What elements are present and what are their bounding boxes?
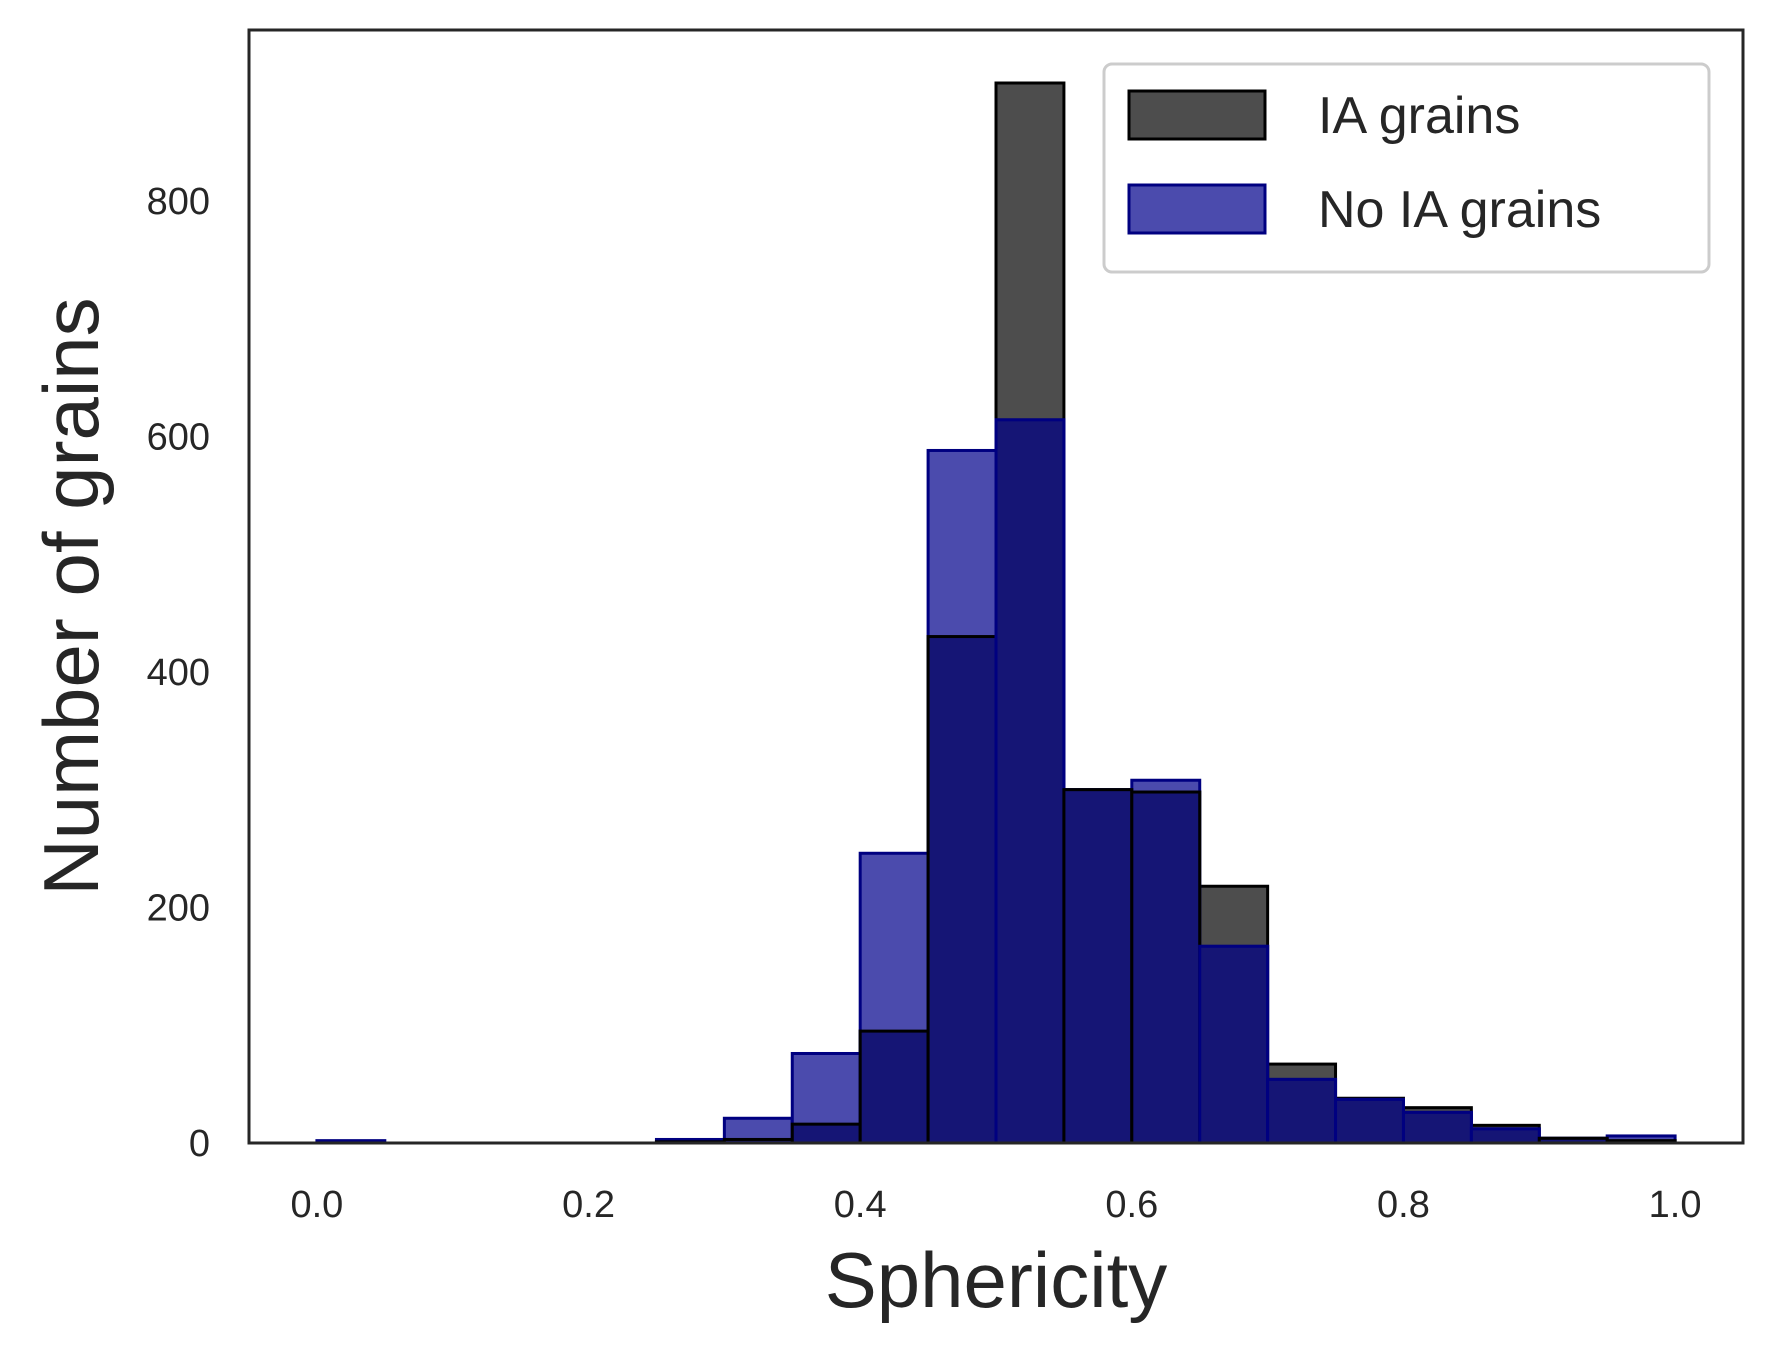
bar-overlap [858, 1029, 930, 1145]
y-axis-ticks: 0 200 400 600 800 [147, 181, 210, 1165]
bar-overlap [1469, 1127, 1541, 1145]
x-tick-label: 0.6 [1105, 1184, 1158, 1226]
bar-overlap [1401, 1110, 1473, 1145]
y-tick-label: 600 [147, 416, 210, 458]
bar-overlap [994, 418, 1066, 1145]
y-tick-label: 800 [147, 181, 210, 223]
bar-overlap [1062, 788, 1134, 1145]
legend: IA grains No IA grains [1102, 62, 1711, 274]
y-axis-label: Number of grains [27, 297, 115, 895]
bar-overlap [1130, 790, 1202, 1145]
x-tick-label: 0.2 [562, 1184, 615, 1226]
legend-label-no-ia-grains: No IA grains [1318, 181, 1601, 239]
bar-overlap [1266, 1077, 1338, 1145]
bar-overlap [1334, 1097, 1405, 1145]
x-tick-label: 0.0 [290, 1184, 343, 1226]
y-tick-label: 0 [189, 1123, 210, 1165]
plot-area-frame [247, 28, 1745, 1145]
x-tick-label: 0.8 [1377, 1184, 1430, 1226]
y-tick-label: 200 [147, 887, 210, 929]
x-axis-ticks: 0.0 0.2 0.4 0.6 0.8 1.0 [290, 1184, 1701, 1226]
bar-overlap [926, 635, 998, 1145]
legend-swatch-no-ia-grains [1127, 183, 1267, 235]
series-bars-overlap [654, 418, 1677, 1145]
legend-label-ia-grains: IA grains [1318, 87, 1520, 145]
x-tick-label: 1.0 [1649, 1184, 1702, 1226]
x-tick-label: 0.4 [834, 1184, 887, 1226]
legend-swatch-ia-grains [1127, 89, 1267, 141]
bar-overlap [790, 1122, 862, 1145]
bar-overlap [1198, 944, 1270, 1145]
x-axis-label: Sphericity [825, 1236, 1167, 1324]
y-tick-label: 400 [147, 652, 210, 694]
